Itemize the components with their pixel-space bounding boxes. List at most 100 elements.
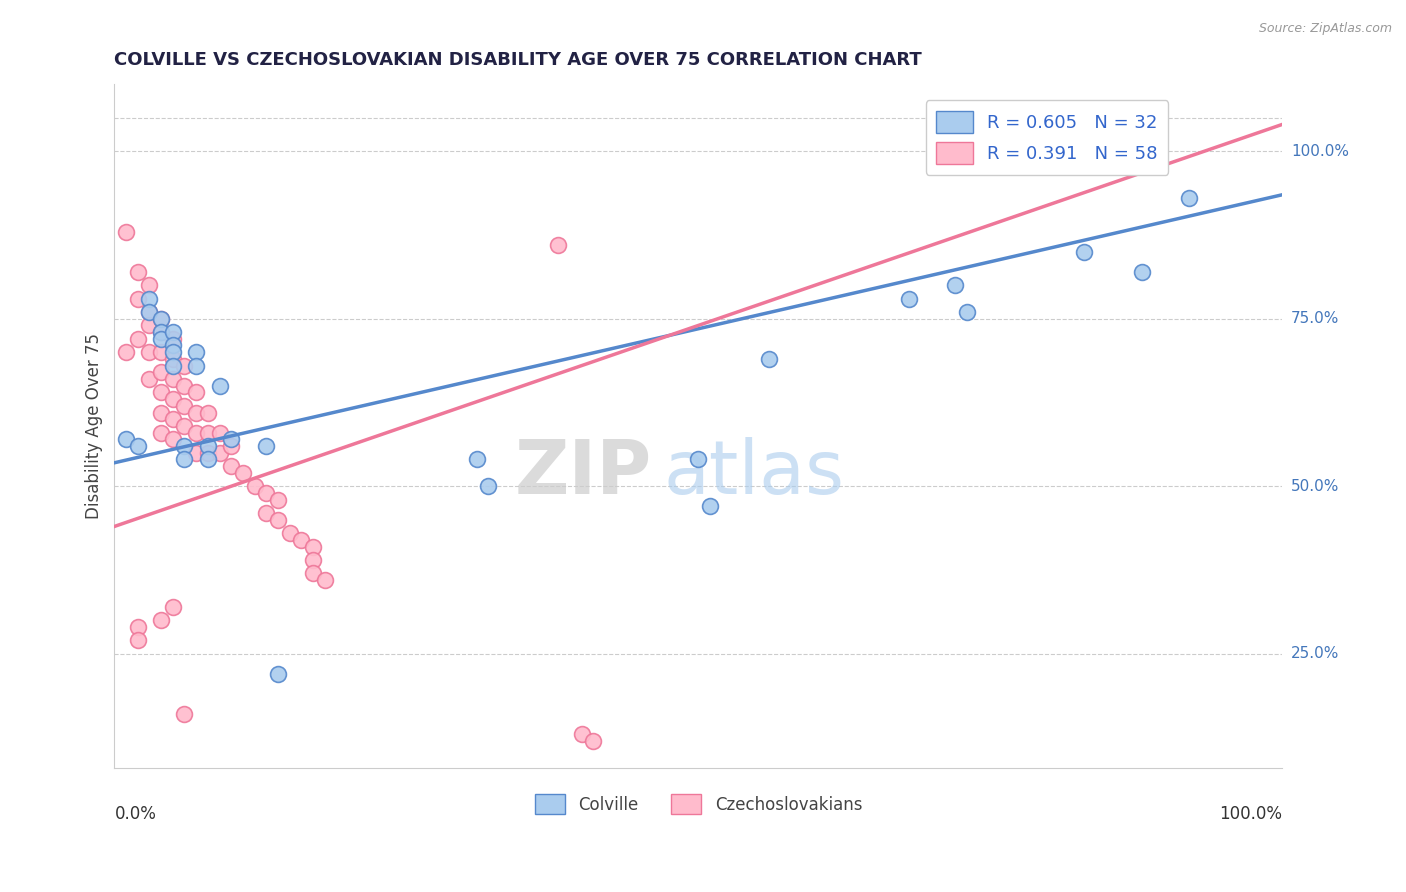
Text: COLVILLE VS CZECHOSLOVAKIAN DISABILITY AGE OVER 75 CORRELATION CHART: COLVILLE VS CZECHOSLOVAKIAN DISABILITY A… <box>114 51 922 69</box>
Point <box>173 399 195 413</box>
Point <box>219 459 242 474</box>
Point <box>150 345 173 359</box>
Point <box>302 540 325 554</box>
Point <box>243 479 266 493</box>
Point <box>150 311 173 326</box>
Point <box>115 345 138 359</box>
Point <box>186 425 208 440</box>
Point <box>173 439 195 453</box>
Point <box>162 325 184 339</box>
Point <box>173 452 195 467</box>
Point <box>150 325 173 339</box>
Point <box>290 533 312 547</box>
Text: Source: ZipAtlas.com: Source: ZipAtlas.com <box>1258 22 1392 36</box>
Point <box>150 325 173 339</box>
Point <box>127 332 149 346</box>
Point <box>162 599 184 614</box>
Point <box>138 345 160 359</box>
Point <box>150 425 173 440</box>
Point <box>232 466 254 480</box>
Point <box>897 292 920 306</box>
Text: ZIP: ZIP <box>515 437 652 510</box>
Point <box>173 418 195 433</box>
Point <box>127 633 149 648</box>
Point <box>1178 191 1201 205</box>
Point <box>138 318 160 333</box>
Point <box>582 734 605 748</box>
Point <box>267 492 290 507</box>
Point <box>186 405 208 419</box>
Point <box>162 392 184 406</box>
Point <box>162 338 184 352</box>
Text: atlas: atlas <box>664 437 845 510</box>
Point <box>197 446 219 460</box>
Point <box>150 613 173 627</box>
Point <box>150 405 173 419</box>
Point <box>956 305 979 319</box>
Text: 25.0%: 25.0% <box>1291 647 1339 661</box>
Point <box>127 292 149 306</box>
Point <box>186 446 208 460</box>
Text: 100.0%: 100.0% <box>1291 144 1348 159</box>
Point <box>127 265 149 279</box>
Legend: Colville, Czechoslovakians: Colville, Czechoslovakians <box>527 788 869 821</box>
Point <box>138 305 160 319</box>
Point <box>197 405 219 419</box>
Point <box>945 278 967 293</box>
Point <box>138 372 160 386</box>
Point <box>267 666 290 681</box>
Point <box>219 439 242 453</box>
Point <box>138 305 160 319</box>
Point <box>173 359 195 373</box>
Point <box>127 620 149 634</box>
Point <box>219 433 242 447</box>
Point <box>186 345 208 359</box>
Point <box>302 553 325 567</box>
Point <box>208 425 231 440</box>
Point <box>197 439 219 453</box>
Text: 50.0%: 50.0% <box>1291 479 1339 494</box>
Text: 75.0%: 75.0% <box>1291 311 1339 326</box>
Point <box>302 566 325 581</box>
Point <box>254 439 277 453</box>
Point <box>162 412 184 426</box>
Point <box>162 345 184 359</box>
Point <box>699 500 721 514</box>
Point <box>115 225 138 239</box>
Point <box>150 332 173 346</box>
Point <box>208 446 231 460</box>
Point <box>758 351 780 366</box>
Point <box>162 351 184 366</box>
Point <box>138 278 160 293</box>
Point <box>465 452 488 467</box>
Text: 100.0%: 100.0% <box>1219 805 1282 823</box>
Point <box>571 727 593 741</box>
Point <box>162 433 184 447</box>
Text: 0.0%: 0.0% <box>114 805 156 823</box>
Point <box>254 486 277 500</box>
Point <box>208 378 231 392</box>
Point <box>150 385 173 400</box>
Point <box>1073 244 1095 259</box>
Point <box>186 359 208 373</box>
Point <box>150 365 173 379</box>
Point <box>162 332 184 346</box>
Point <box>688 452 710 467</box>
Point <box>127 439 149 453</box>
Point <box>197 425 219 440</box>
Point <box>162 372 184 386</box>
Point <box>278 526 301 541</box>
Point <box>115 433 138 447</box>
Point <box>547 238 569 252</box>
Point <box>314 573 336 587</box>
Point <box>173 378 195 392</box>
Point <box>138 292 160 306</box>
Point <box>173 707 195 722</box>
Point <box>267 513 290 527</box>
Point <box>162 359 184 373</box>
Point <box>197 452 219 467</box>
Y-axis label: Disability Age Over 75: Disability Age Over 75 <box>86 333 103 519</box>
Point <box>477 479 499 493</box>
Point <box>1130 265 1153 279</box>
Point <box>150 311 173 326</box>
